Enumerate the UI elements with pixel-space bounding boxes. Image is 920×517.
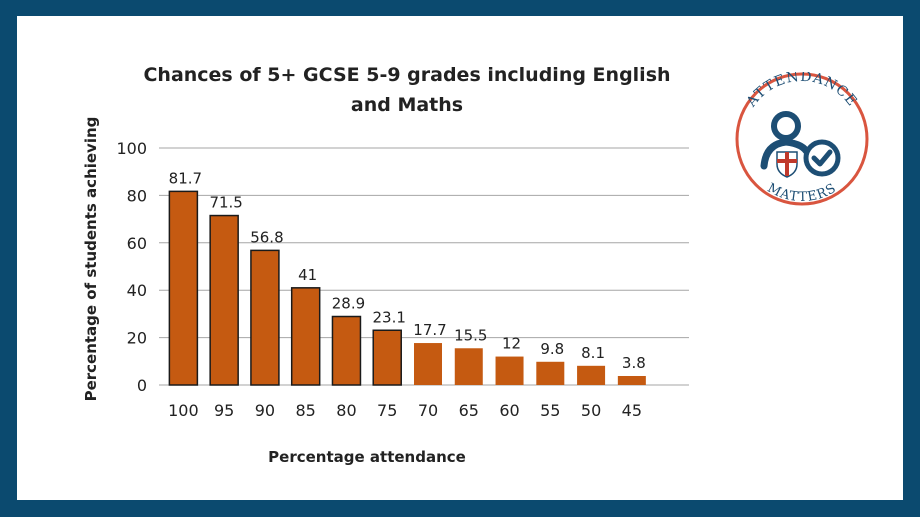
bar-90 (250, 249, 280, 386)
data-label-95: 71.5 (209, 194, 242, 212)
x-tick-label-70: 70 (418, 401, 438, 420)
data-label-65: 15.5 (454, 326, 487, 344)
person-icon (760, 111, 812, 170)
bar-45 (617, 375, 646, 385)
bar-65 (454, 348, 483, 385)
attendance-matters-badge: ATTENDANCE MATTERS (735, 72, 869, 206)
data-label-90: 56.8 (250, 228, 283, 246)
x-axis-label: Percentage attendance (268, 448, 466, 466)
data-label-50: 8.1 (581, 344, 605, 362)
bar-50 (577, 365, 606, 385)
x-tick-label-80: 80 (336, 401, 356, 420)
data-label-70: 17.7 (413, 321, 446, 339)
y-tick-label-100: 100 (116, 139, 147, 158)
data-label-55: 9.8 (540, 340, 564, 358)
shield-cross-icon (776, 151, 798, 178)
bar-80 (331, 315, 362, 386)
x-tick-label-65: 65 (459, 401, 479, 420)
x-tick-label-90: 90 (255, 401, 275, 420)
x-tick-label-85: 85 (296, 401, 316, 420)
x-tick-label-45: 45 (622, 401, 642, 420)
y-tick-label-40: 40 (127, 281, 147, 300)
bar-70 (414, 343, 442, 385)
x-tick-label-95: 95 (214, 401, 234, 420)
chart-title-line-1: Chances of 5+ GCSE 5-9 grades including … (143, 64, 671, 86)
data-label-85: 41 (298, 266, 317, 284)
y-axis-label: Percentage of students achieving (82, 116, 100, 402)
y-tick-label-60: 60 (127, 234, 147, 253)
data-label-100: 81.7 (169, 169, 202, 187)
bar-chart: 0 20 40 60 80 100 81.7 100 71.5 95 56.8 90 41 85 28.9 8… (116, 139, 689, 420)
data-label-75: 23.1 (373, 308, 406, 326)
check-circle-icon (803, 139, 841, 177)
content-frame: 0 20 40 60 80 100 81.7 100 71.5 95 56.8 90 41 85 28.9 8… (17, 16, 903, 500)
chart-title: Chances of 5+ GCSE 5-9 grades including … (117, 60, 697, 120)
data-label-80: 28.9 (332, 295, 365, 313)
y-tick-label-80: 80 (127, 186, 147, 205)
data-label-45: 3.8 (622, 354, 646, 372)
x-tick-label-50: 50 (581, 401, 601, 420)
y-tick-label-0: 0 (137, 376, 147, 395)
x-tick-label-100: 100 (168, 401, 199, 420)
x-tick-label-75: 75 (377, 401, 397, 420)
data-label-60: 12 (502, 335, 521, 353)
bar-60 (495, 356, 524, 385)
bar-85 (290, 287, 321, 386)
y-tick-label-20: 20 (127, 329, 147, 348)
bar-55 (536, 361, 565, 385)
chart-title-line-2: and Maths (350, 94, 464, 116)
bar-100 (168, 190, 199, 386)
bar-75 (372, 329, 402, 386)
x-tick-label-60: 60 (499, 401, 519, 420)
x-tick-label-55: 55 (540, 401, 560, 420)
bar-95 (209, 214, 239, 386)
